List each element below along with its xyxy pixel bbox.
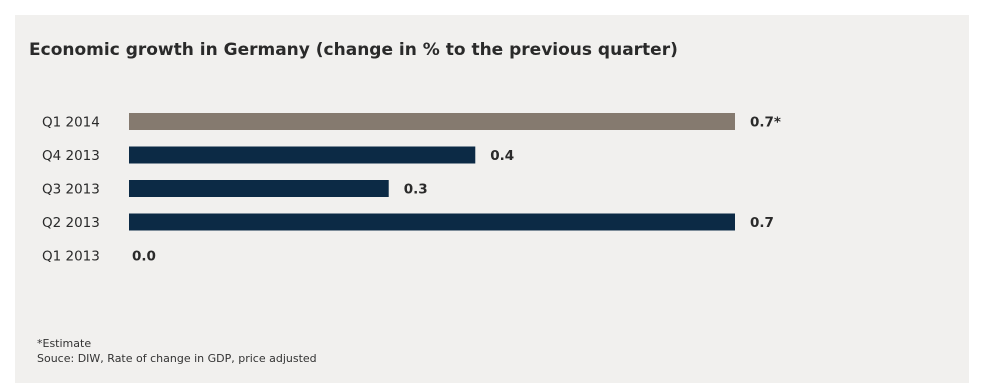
footnote: *Estimate Souce: DIW, Rate of change in … bbox=[37, 336, 317, 366]
category-label: Q4 2013 bbox=[42, 148, 100, 164]
bar bbox=[129, 180, 389, 197]
bar bbox=[129, 213, 735, 231]
estimate-note: *Estimate bbox=[37, 337, 92, 350]
source-note: Souce: DIW, Rate of change in GDP, price… bbox=[37, 352, 317, 365]
chart-panel bbox=[15, 15, 969, 383]
category-label: Q1 2014 bbox=[42, 115, 100, 131]
data-label: 0.0 bbox=[132, 249, 156, 265]
bar bbox=[129, 113, 735, 130]
category-label: Q3 2013 bbox=[42, 182, 100, 198]
chart-title: Economic growth in Germany (change in % … bbox=[29, 40, 678, 60]
bar bbox=[129, 146, 476, 164]
category-label: Q1 2013 bbox=[42, 249, 100, 265]
data-label: 0.4 bbox=[490, 148, 514, 164]
data-label: 0.7* bbox=[750, 115, 781, 131]
data-label: 0.7 bbox=[750, 215, 774, 231]
data-label: 0.3 bbox=[404, 182, 428, 198]
category-label: Q2 2013 bbox=[42, 215, 100, 231]
